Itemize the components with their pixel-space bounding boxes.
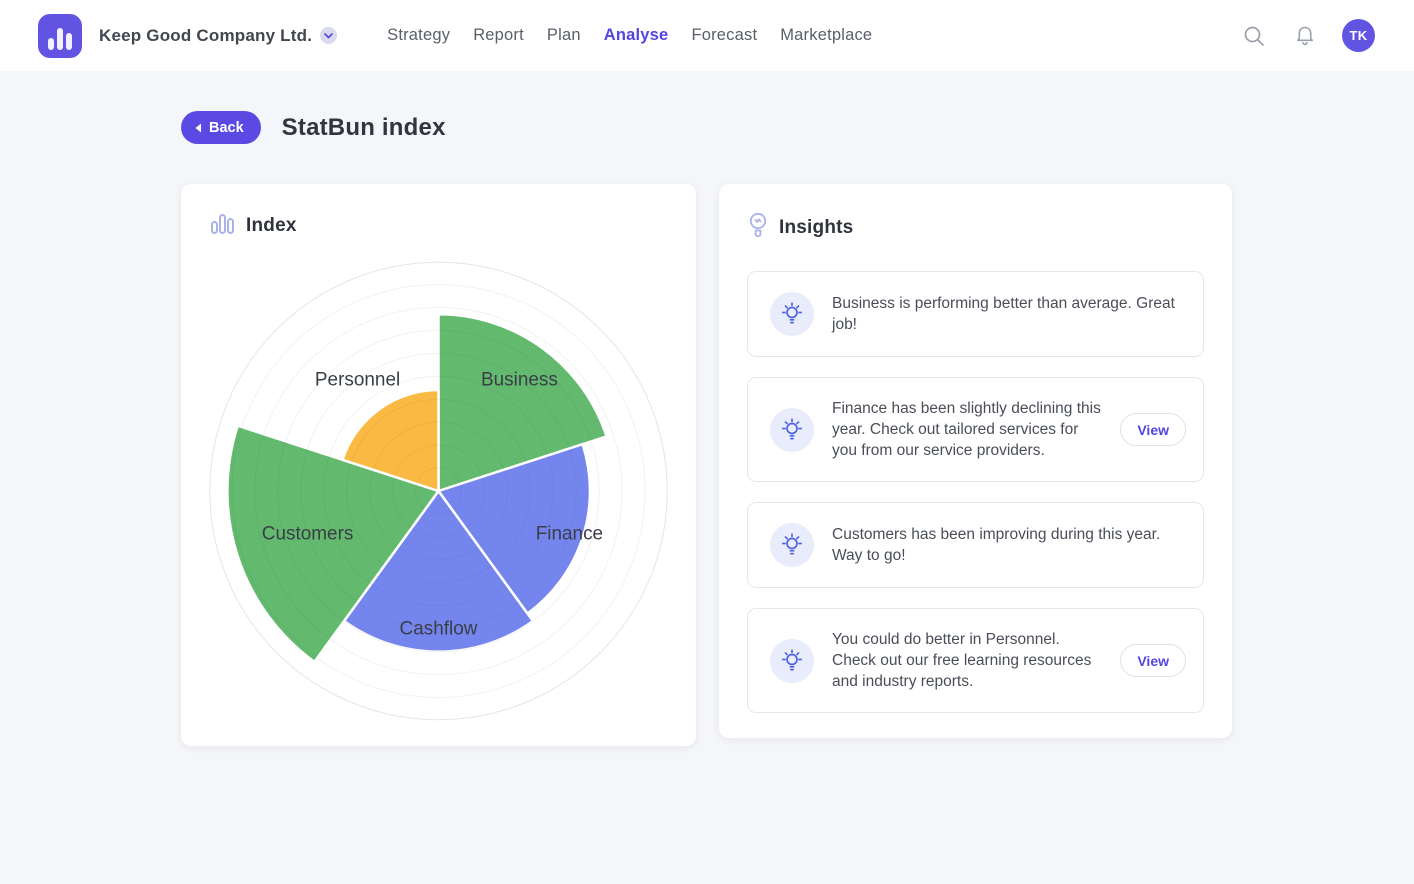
chart-grid-ring [392, 444, 485, 538]
search-icon[interactable] [1240, 22, 1268, 50]
view-personnel-button[interactable]: View [1120, 644, 1186, 677]
insight-item-business: Business is performing better than avera… [747, 271, 1204, 357]
index-card-header: Index [209, 210, 668, 241]
chart-sector-personnel [341, 388, 440, 493]
logo-bar-icon [66, 32, 72, 50]
company-selector[interactable]: Keep Good Company Ltd. [99, 25, 338, 46]
bar-chart-icon [209, 210, 236, 241]
chart-grid-ring [254, 306, 623, 676]
index-polar-chart: Business Finance Cashflow Customers Personne… [209, 261, 668, 721]
insight-item-finance: Finance has been slightly declining this… [747, 377, 1204, 482]
chart-label-customers: Customers [262, 523, 354, 544]
chart-grid-ring [277, 329, 600, 653]
chart-grid-ring [231, 283, 646, 699]
chart-label-business: Business [481, 370, 558, 391]
idea-bulb-icon [770, 292, 814, 336]
chart-grid-ring [415, 467, 462, 515]
insight-item-personnel: You could do better in Personnel. Check … [747, 608, 1204, 713]
insight-item-customers: Customers has been improving during this… [747, 502, 1204, 588]
chart-sector-customers [226, 424, 440, 664]
chevron-down-icon [320, 27, 338, 44]
insight-list: Business is performing better than avera… [747, 271, 1204, 713]
user-avatar[interactable]: TK [1342, 19, 1375, 52]
nav-item-plan[interactable]: Plan [546, 26, 581, 44]
lightbulb-icon [747, 211, 769, 244]
page-title: StatBun index [281, 113, 446, 141]
view-finance-button[interactable]: View [1120, 413, 1186, 446]
idea-bulb-icon [770, 407, 814, 452]
page-header: Back StatBun index [181, 111, 1414, 144]
idea-bulb-icon [770, 638, 814, 683]
insight-text: You could do better in Personnel. Check … [832, 631, 1092, 690]
index-chart-wrap: Business Finance Cashflow Customers Personne… [209, 261, 668, 721]
nav-item-analyse[interactable]: Analyse [603, 26, 669, 44]
chart-sector-cashflow [342, 489, 535, 653]
insights-card: Insights Business is performing better t… [719, 184, 1232, 738]
cards-row: Index Business Finance Cashflow Customers Pe… [181, 184, 1414, 746]
nav-item-marketplace[interactable]: Marketplace [780, 26, 873, 44]
index-card-title: Index [246, 214, 297, 236]
top-navigation-bar: Keep Good Company Ltd. Strategy Report P… [0, 0, 1414, 71]
main-nav: Strategy Report Plan Analyse Forecast Ma… [387, 26, 872, 45]
back-button[interactable]: Back [181, 111, 261, 144]
chart-sector-business [437, 313, 608, 493]
chart-label-personnel: Personnel [315, 370, 400, 391]
insights-card-title: Insights [779, 216, 854, 238]
chart-grid-ring [323, 375, 554, 607]
logo-bar-icon [48, 37, 54, 50]
back-button-label: Back [209, 119, 244, 136]
nav-item-forecast[interactable]: Forecast [691, 26, 758, 44]
chart-grid-ring [209, 261, 668, 721]
chart-label-finance: Finance [536, 523, 603, 544]
insight-text: Business is performing better than avera… [832, 295, 1175, 333]
nav-item-report[interactable]: Report [473, 26, 524, 44]
page-content: Back StatBun index Index Business Finance… [0, 71, 1414, 746]
logo-bar-icon [57, 27, 63, 50]
topbar-actions: TK [1240, 19, 1375, 52]
chevron-left-icon [195, 123, 201, 132]
chart-sector-finance [437, 442, 592, 615]
insight-text: Customers has been improving during this… [832, 526, 1161, 564]
insight-text: Finance has been slightly declining this… [832, 400, 1101, 459]
chart-grid-ring [300, 352, 577, 630]
chart-grid-ring [346, 398, 531, 584]
notifications-bell-icon[interactable] [1291, 22, 1319, 50]
nav-item-strategy[interactable]: Strategy [387, 26, 451, 44]
chart-grid-ring [369, 421, 508, 561]
company-name: Keep Good Company Ltd. [99, 25, 313, 45]
app-logo[interactable] [38, 13, 82, 58]
chart-label-cashflow: Cashflow [400, 619, 478, 640]
insights-card-header: Insights [747, 211, 1204, 244]
idea-bulb-icon [770, 523, 814, 567]
index-card: Index Business Finance Cashflow Customers Pe… [181, 184, 696, 746]
